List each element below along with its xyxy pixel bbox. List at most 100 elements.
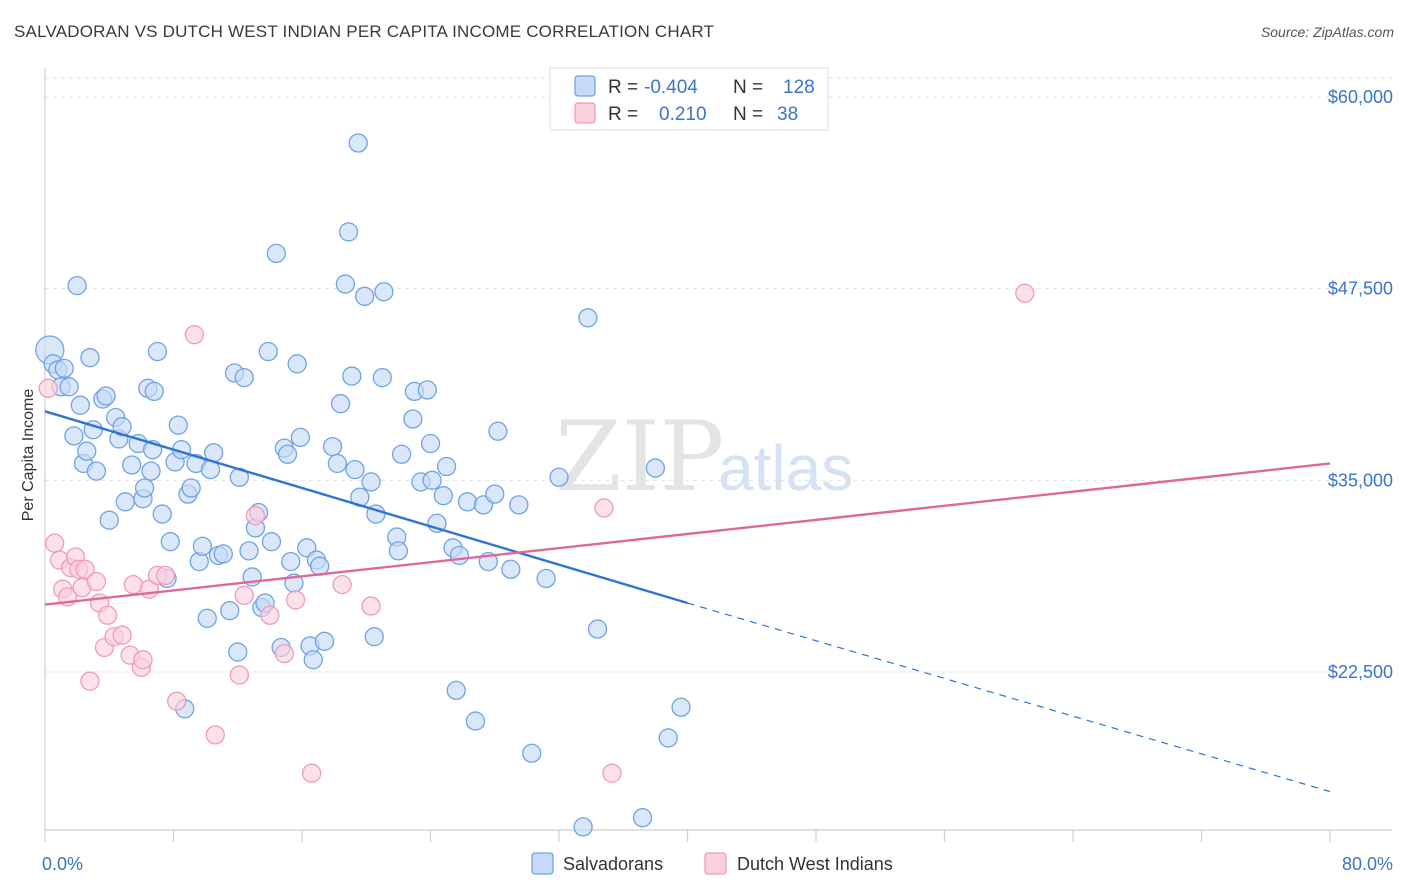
- bottom-legend-swatch-salvadorans: [531, 852, 554, 875]
- point-0-110: [501, 559, 521, 579]
- point-0-97: [422, 470, 442, 490]
- y-tick-label-2: $47,500: [1328, 279, 1393, 299]
- point-1-14: [97, 605, 118, 625]
- point-0-49: [228, 642, 248, 662]
- point-0-118: [632, 808, 653, 828]
- point-0-38: [181, 478, 201, 498]
- bottom-legend-label-dutch-west-indians: Dutch West Indians: [737, 854, 893, 874]
- point-0-63: [277, 444, 298, 464]
- x-tick-label-0: 0.0%: [42, 854, 83, 874]
- trend-line-0: [44, 410, 688, 605]
- legend-n-value-1: 38: [777, 104, 798, 125]
- point-0-104: [457, 492, 478, 512]
- legend-r-label-1: R =: [608, 104, 638, 125]
- point-0-79: [342, 366, 362, 386]
- point-0-58: [258, 341, 278, 362]
- point-1-35: [361, 596, 381, 616]
- point-0-111: [509, 495, 529, 515]
- point-0-70: [303, 650, 323, 670]
- watermark: ZIP atlas: [555, 401, 853, 513]
- point-0-21: [122, 455, 142, 475]
- point-0-4: [54, 358, 74, 379]
- point-0-15: [96, 386, 116, 406]
- point-0-64: [281, 551, 301, 572]
- point-0-75: [327, 453, 347, 474]
- point-0-8: [70, 395, 90, 415]
- point-0-52: [239, 541, 259, 561]
- legend-swatch-dutch-west-indians: [574, 102, 596, 124]
- point-0-26: [141, 461, 161, 481]
- point-0-10: [77, 441, 97, 461]
- trend-line-dashed-0: [687, 602, 1331, 793]
- point-0-74: [322, 436, 343, 457]
- point-0-84: [361, 472, 381, 492]
- axes: [44, 68, 1392, 842]
- point-0-114: [549, 467, 569, 487]
- point-0-19: [112, 417, 132, 437]
- trend-lines: [44, 410, 1331, 793]
- legend-n-value-0: 128: [783, 77, 815, 98]
- watermark-zip: ZIP: [555, 401, 724, 513]
- point-0-96: [420, 433, 441, 454]
- point-0-83: [354, 286, 375, 306]
- point-0-108: [485, 484, 505, 504]
- point-0-102: [446, 680, 466, 701]
- watermark-atlas: atlas: [718, 432, 853, 504]
- point-1-30: [260, 605, 280, 625]
- legend-box: R = -0.404 N = 128 R = 0.210 N = 38: [549, 67, 829, 131]
- point-0-112: [522, 743, 542, 763]
- y-tick-labels: $22,500 $35,000 $47,500 $60,000: [1328, 87, 1393, 682]
- point-0-42: [197, 608, 217, 628]
- bottom-legend-label-salvadorans: Salvadorans: [563, 854, 663, 874]
- point-0-91: [391, 444, 412, 464]
- point-1-36: [594, 498, 614, 518]
- point-0-103: [449, 545, 470, 566]
- point-0-32: [160, 532, 180, 552]
- x-tick-label-1: 80.0%: [1342, 854, 1393, 874]
- legend-r-label-0: R =: [608, 77, 638, 98]
- point-0-76: [330, 394, 351, 414]
- y-tick-label-1: $35,000: [1328, 470, 1393, 490]
- point-1-10: [80, 671, 100, 691]
- point-1-11: [86, 571, 107, 592]
- point-0-5: [59, 377, 79, 397]
- source-label: Source: ZipAtlas.com: [1260, 24, 1394, 40]
- y-axis-label: Per Capita Income: [20, 389, 37, 522]
- legend-r-value-0: -0.404: [644, 77, 698, 98]
- trend-line-1: [44, 462, 1331, 606]
- point-1-1: [44, 533, 65, 553]
- point-0-73: [314, 631, 335, 651]
- point-0-13: [86, 461, 107, 481]
- point-0-41: [192, 536, 213, 556]
- legend-n-label-1: N =: [733, 104, 763, 125]
- point-0-11: [80, 348, 100, 368]
- point-0-16: [99, 510, 119, 530]
- point-0-7: [64, 426, 84, 446]
- point-1-26: [205, 725, 225, 745]
- point-0-30: [152, 504, 172, 524]
- point-1-34: [332, 574, 352, 595]
- point-0-99: [433, 486, 454, 506]
- point-1-0: [38, 378, 58, 398]
- point-0-66: [287, 354, 307, 374]
- point-0-88: [374, 282, 394, 302]
- point-0-113: [536, 568, 556, 589]
- y-tick-label-3: $60,000: [1328, 87, 1393, 107]
- point-0-20: [115, 492, 135, 512]
- point-0-85: [364, 627, 384, 647]
- point-1-38: [1015, 283, 1035, 303]
- point-0-47: [220, 601, 240, 621]
- point-1-20: [133, 650, 153, 670]
- point-0-6: [67, 275, 87, 296]
- point-1-31: [274, 643, 294, 664]
- point-1-28: [234, 585, 254, 605]
- series-dutch-west-indians: [38, 283, 1035, 783]
- point-0-120: [658, 728, 678, 748]
- legend-swatch-salvadorans: [574, 75, 596, 97]
- point-0-100: [436, 456, 457, 477]
- point-0-81: [348, 133, 368, 153]
- point-0-28: [144, 381, 164, 402]
- point-1-18: [123, 574, 143, 595]
- point-1-33: [301, 763, 322, 783]
